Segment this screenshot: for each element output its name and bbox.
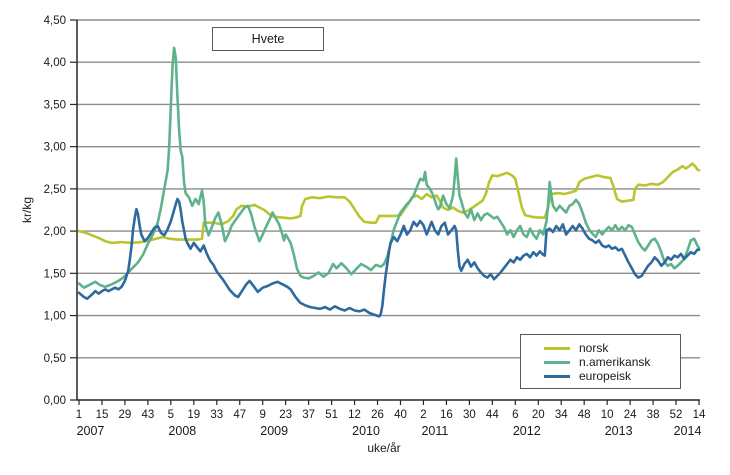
y-tick-label: 4,50 bbox=[44, 15, 66, 27]
x-tick-label: 37 bbox=[302, 409, 315, 421]
year-label: 2010 bbox=[352, 424, 380, 438]
x-tick-label: 1 bbox=[76, 409, 82, 421]
x-tick-label: 52 bbox=[670, 409, 683, 421]
x-tick-label: 14 bbox=[693, 409, 706, 421]
x-tick-label: 6 bbox=[512, 409, 518, 421]
y-tick-label: 2,50 bbox=[44, 184, 66, 196]
x-tick-label: 38 bbox=[647, 409, 660, 421]
legend-item-n-amerikansk: n.amerikansk bbox=[521, 355, 680, 369]
y-tick-label: 3,00 bbox=[44, 142, 66, 154]
legend-swatch-icon bbox=[544, 346, 570, 350]
y-tick-label: 3,50 bbox=[44, 99, 66, 111]
x-axis-title: uke/år bbox=[367, 441, 401, 455]
x-tick-label: 34 bbox=[555, 409, 568, 421]
x-tick-label: 26 bbox=[371, 409, 384, 421]
x-tick-label: 9 bbox=[260, 409, 266, 421]
legend-swatch-icon bbox=[544, 360, 570, 364]
legend: norsk n.amerikansk europeisk bbox=[520, 334, 681, 389]
chart-title-box: Hvete bbox=[212, 27, 324, 51]
year-label: 2008 bbox=[168, 424, 196, 438]
x-tick-label: 19 bbox=[187, 409, 200, 421]
year-label: 2011 bbox=[421, 424, 448, 438]
legend-item-norsk: norsk bbox=[521, 341, 680, 355]
year-label: 2012 bbox=[513, 424, 541, 438]
x-tick-label: 15 bbox=[96, 409, 109, 421]
x-tick-label: 30 bbox=[463, 409, 476, 421]
series-line-europeisk bbox=[77, 197, 701, 318]
chart-title: Hvete bbox=[251, 32, 285, 46]
x-tick-label: 24 bbox=[624, 409, 637, 421]
x-tick-label: 44 bbox=[486, 409, 499, 421]
year-label: 2007 bbox=[77, 424, 105, 438]
y-tick-label: 2,00 bbox=[44, 226, 66, 238]
x-tick-label: 10 bbox=[601, 409, 614, 421]
x-tick-label: 51 bbox=[325, 409, 338, 421]
x-tick-label: 33 bbox=[210, 409, 223, 421]
series-line-n-amerikansk bbox=[77, 46, 701, 290]
x-tick-label: 40 bbox=[394, 409, 407, 421]
legend-label: europeisk bbox=[579, 369, 632, 383]
x-tick-label: 43 bbox=[141, 409, 154, 421]
x-tick-label: 2 bbox=[420, 409, 426, 421]
year-label: 2013 bbox=[605, 424, 633, 438]
y-tick-label: 0,50 bbox=[44, 353, 66, 365]
x-tick-label: 16 bbox=[440, 409, 453, 421]
legend-swatch-icon bbox=[544, 374, 570, 378]
x-tick-label: 47 bbox=[233, 409, 246, 421]
y-axis-title: kr/kg bbox=[20, 197, 34, 224]
legend-item-europeisk: europeisk bbox=[521, 369, 680, 383]
x-tick-label: 12 bbox=[348, 409, 361, 421]
x-tick-label: 29 bbox=[119, 409, 132, 421]
year-label: 2009 bbox=[260, 424, 288, 438]
x-tick-label: 20 bbox=[532, 409, 545, 421]
x-tick-label: 5 bbox=[168, 409, 174, 421]
x-tick-label: 48 bbox=[578, 409, 591, 421]
y-tick-label: 1,00 bbox=[44, 311, 66, 323]
y-tick-label: 1,50 bbox=[44, 268, 66, 280]
legend-label: norsk bbox=[579, 341, 609, 355]
legend-label: n.amerikansk bbox=[579, 355, 651, 369]
y-tick-label: 4,00 bbox=[44, 57, 66, 69]
year-label: 2014 bbox=[674, 424, 702, 438]
y-tick-label: 0,00 bbox=[44, 395, 66, 407]
x-tick-label: 23 bbox=[279, 409, 292, 421]
